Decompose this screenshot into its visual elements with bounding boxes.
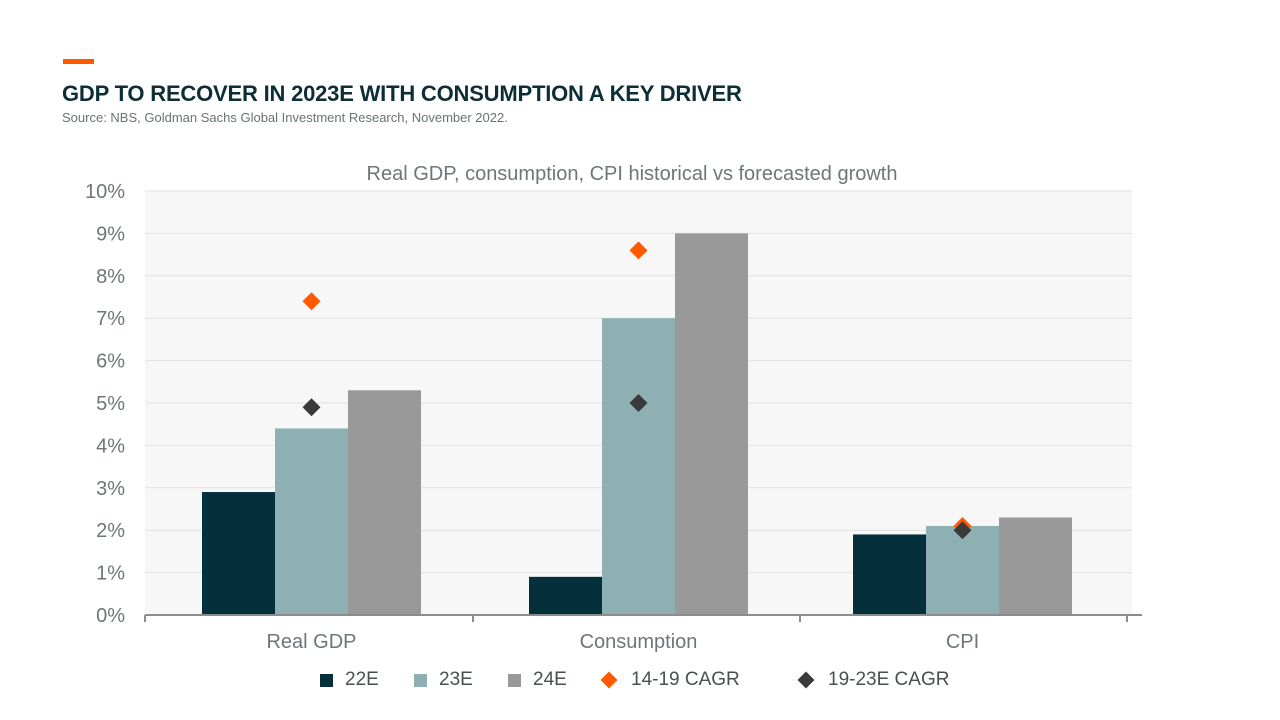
- y-tick-label: 1%: [96, 563, 125, 585]
- bar-22e-consumption: [529, 576, 602, 615]
- marker-19-23e-cagr-real-gdp: [302, 398, 321, 417]
- chart-title: Real GDP, consumption, CPI historical vs…: [367, 163, 898, 185]
- y-tick-label: 7%: [96, 308, 125, 330]
- x-tick-label: CPI: [946, 631, 979, 653]
- marker-19-23e-cagr-consumption: [629, 394, 648, 412]
- y-tick-label: 5%: [96, 393, 125, 415]
- legend-item-19-23e-cagr: 19-23E CAGR: [797, 666, 950, 694]
- legend-swatch-22e: [320, 673, 333, 687]
- legend-diamond-19-23e-cagr: [797, 671, 815, 689]
- marker-14-19-cagr-real-gdp: [302, 292, 321, 311]
- legend-label-14-19-cagr: 14-19 CAGR: [631, 669, 740, 690]
- legend-label-22e: 22E: [345, 669, 379, 690]
- y-axis-ticks: 0% 1% 2% 3% 4% 5% 6% 7% 8% 9% 10%: [85, 181, 125, 627]
- bar-24e-real-gdp: [348, 390, 421, 615]
- legend-swatch-24e: [508, 673, 521, 687]
- y-tick-label: 6%: [96, 351, 125, 373]
- marker-14-19-cagr-consumption: [629, 241, 648, 260]
- x-axis: Real GDP Consumption CPI: [144, 614, 1142, 653]
- accent-bar: [63, 59, 94, 64]
- x-tick-label: Consumption: [580, 631, 698, 653]
- legend-label-24e: 24E: [533, 669, 567, 690]
- y-tick-label: 9%: [96, 223, 125, 245]
- marker-19-23e-cagr-cpi: [953, 521, 972, 540]
- y-tick-label: 8%: [96, 266, 125, 288]
- bars: [202, 233, 1072, 615]
- bar-24e-cpi: [999, 517, 1072, 615]
- y-tick-label: 4%: [96, 435, 125, 457]
- y-tick-label: 0%: [96, 605, 125, 627]
- bar-23e-cpi: [926, 525, 999, 615]
- legend-label-23e: 23E: [439, 669, 473, 690]
- bar-23e-consumption: [602, 318, 675, 615]
- y-tick-label: 10%: [85, 181, 125, 203]
- legend-item-23e: 23E: [414, 666, 473, 694]
- bar-22e-real-gdp: [202, 492, 275, 615]
- legend-item-22e: 22E: [320, 666, 379, 694]
- markers: [302, 241, 972, 540]
- legend-item-24e: 24E: [508, 666, 567, 694]
- legend-label-19-23e-cagr: 19-23E CAGR: [828, 669, 950, 690]
- legend-item-14-19-cagr: 14-19 CAGR: [600, 666, 740, 694]
- y-tick-label: 2%: [96, 520, 125, 542]
- bar-23e-real-gdp: [275, 428, 348, 615]
- legend: 22E 23E 24E 14-19 CAGR 19-23E CAGR: [0, 666, 1280, 694]
- source-note: Source: NBS, Goldman Sachs Global Invest…: [62, 110, 508, 125]
- bar-24e-consumption: [675, 233, 748, 615]
- bar-22e-cpi: [853, 534, 926, 615]
- legend-diamond-14-19-cagr: [600, 671, 618, 689]
- x-tick-label: Real GDP: [266, 631, 356, 653]
- legend-swatch-23e: [414, 673, 427, 687]
- page-title: GDP TO RECOVER IN 2023E WITH CONSUMPTION…: [62, 81, 742, 106]
- y-tick-label: 3%: [96, 478, 125, 500]
